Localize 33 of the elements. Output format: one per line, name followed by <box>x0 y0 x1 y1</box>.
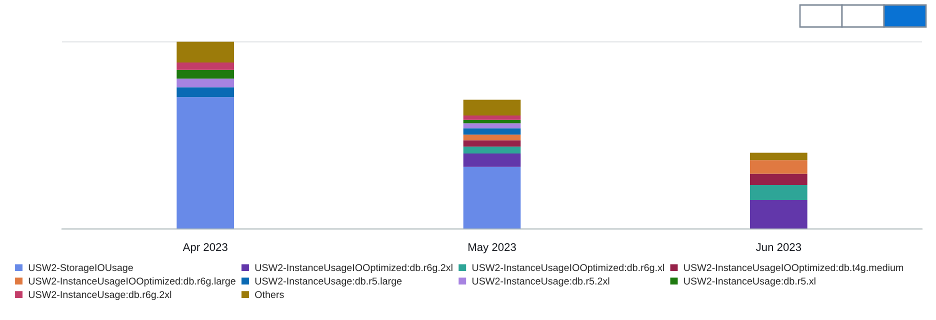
bar <box>750 200 808 229</box>
bar <box>750 160 808 174</box>
x-tick-label: Jun 2023 <box>756 243 802 252</box>
bar <box>463 154 521 167</box>
x-tick-label: May 2023 <box>468 243 516 254</box>
legend-label: USW2-InstanceUsage:db.r5.large <box>255 277 402 287</box>
legend-label: USW2-InstanceUsageIOOptimized:db.r6g.xl <box>472 264 664 274</box>
bar <box>176 87 234 98</box>
bar <box>176 42 234 63</box>
x-tick-label: Apr 2023 <box>182 243 228 254</box>
legend-label: Others <box>255 290 284 298</box>
bar <box>463 166 521 229</box>
bar <box>750 174 808 185</box>
legend-label: USW2-StorageIOUsage <box>28 264 133 274</box>
bar <box>750 184 808 200</box>
legend-label: USW2-InstanceUsage:db.r6g.2xl <box>28 290 172 300</box>
legend-label: USW2-InstanceUsageIOOptimized:db.r6g.2xl <box>255 264 452 274</box>
bar <box>463 116 521 120</box>
bar <box>463 146 521 154</box>
bar <box>176 78 234 88</box>
legend-label: USW2-InstanceUsage:db.r5.2xl <box>472 277 610 287</box>
bar <box>750 152 808 160</box>
bar <box>463 123 521 128</box>
bar <box>176 70 234 79</box>
bar <box>176 97 234 229</box>
legend-label: USW2-InstanceUsageIOOptimized:db.t4g.medium <box>684 264 904 274</box>
bar <box>463 100 521 116</box>
bar <box>463 140 521 147</box>
legend-label: USW2-InstanceUsageIOOptimized:db.r6g.large <box>28 277 236 287</box>
legend-label: USW2-InstanceUsage:db.r5.xl <box>684 277 816 287</box>
bar <box>463 134 521 140</box>
bar <box>463 128 521 135</box>
bar <box>176 62 234 70</box>
